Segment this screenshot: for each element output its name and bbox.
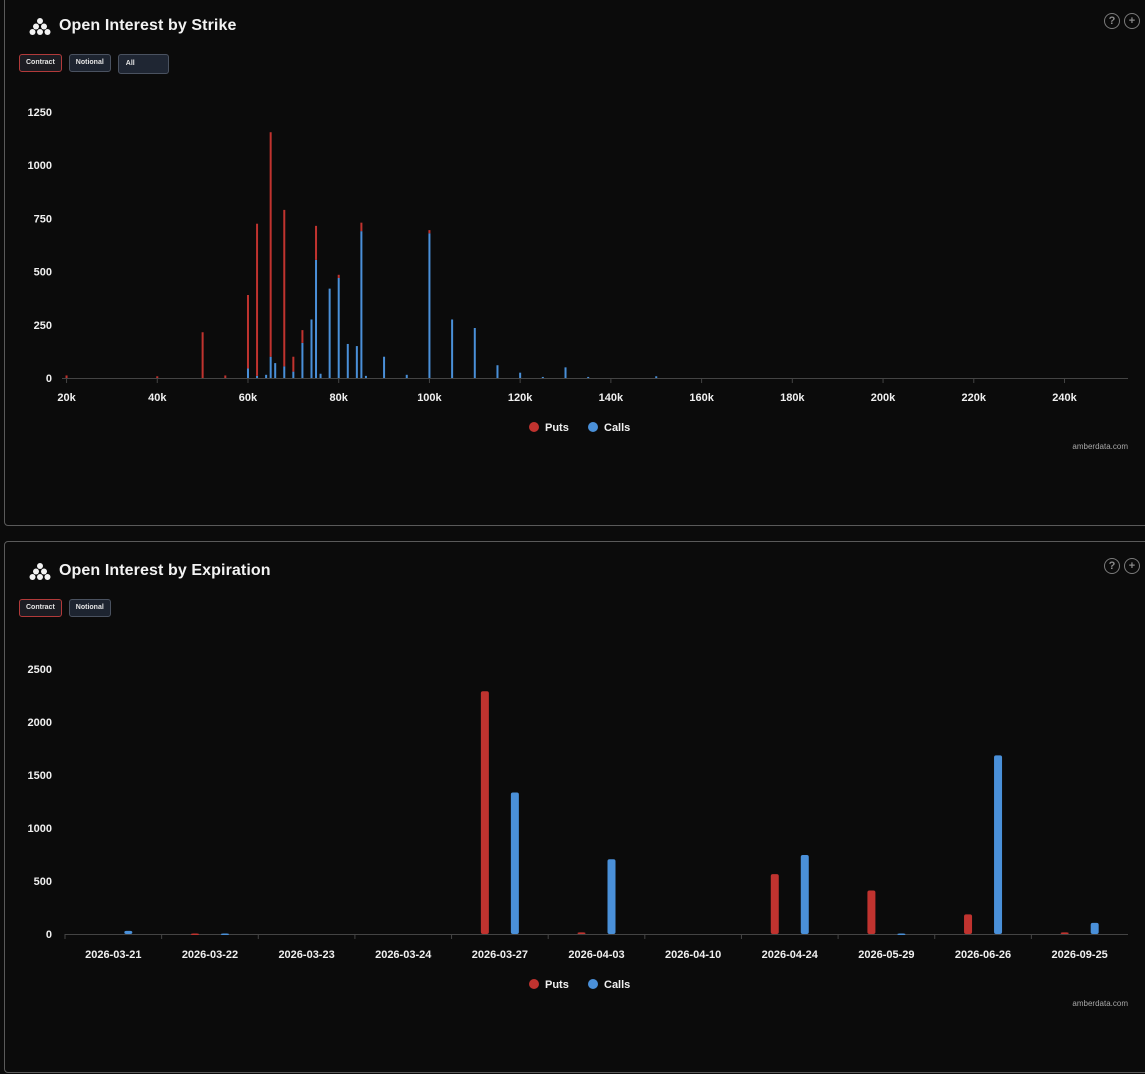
strike-panel-header: Open Interest by Strike [29, 15, 236, 37]
x-tick-label: 60k [239, 392, 258, 404]
calls-bar[interactable] [496, 365, 499, 378]
notional-toggle-button[interactable]: Notional [68, 54, 111, 72]
x-tick-label: 200k [871, 392, 896, 404]
calls-bar[interactable] [655, 376, 658, 378]
calls-bar[interactable] [292, 371, 295, 378]
contract-toggle-button[interactable]: Contract [19, 54, 62, 72]
calls-bar[interactable] [364, 375, 367, 378]
y-tick-label: 0 [46, 373, 52, 385]
page-title: Open Interest by Strike [59, 17, 237, 34]
calls-bar[interactable] [473, 327, 476, 378]
puts-bar[interactable] [315, 225, 318, 260]
help-icon[interactable]: ? [1104, 558, 1120, 574]
calls-bar[interactable] [428, 233, 431, 378]
calls-bar[interactable] [541, 376, 544, 378]
credit-text: amberdata.com [1072, 442, 1128, 451]
calls-bar[interactable] [274, 363, 277, 378]
puts-bar[interactable] [224, 375, 227, 378]
calls-bar[interactable] [301, 342, 304, 378]
x-tick-label: 140k [599, 392, 624, 404]
y-tick-label: 250 [34, 320, 52, 332]
strike-panel: Open Interest by Strike ? + Contract Not… [4, 0, 1145, 526]
x-tick-label: 160k [689, 392, 714, 404]
y-tick-label: 1000 [28, 160, 52, 172]
x-tick-label: 120k [508, 392, 533, 404]
expiration-panel: Open Interest by Expiration ? + Contract… [4, 541, 1145, 1073]
y-tick-label: 500 [34, 267, 52, 279]
expiration-panel-header: Open Interest by Expiration [29, 560, 271, 582]
calls-bar[interactable] [355, 346, 358, 378]
x-tick-label: 100k [417, 392, 442, 404]
y-tick-label: 1250 [28, 107, 52, 119]
legend-calls-marker[interactable] [588, 422, 598, 432]
x-tick-label: 80k [330, 392, 349, 404]
calls-bar[interactable] [346, 343, 349, 378]
calls-bar[interactable] [265, 374, 268, 378]
calls-bar[interactable] [451, 319, 454, 378]
calls-bar[interactable] [360, 231, 363, 378]
calls-bar[interactable] [405, 374, 408, 378]
x-tick-label: 240k [1052, 392, 1077, 404]
add-icon[interactable]: + [1124, 13, 1140, 29]
puts-bar[interactable] [269, 132, 272, 357]
calls-bar[interactable] [256, 375, 259, 378]
y-tick-label: 750 [34, 213, 52, 225]
calls-bar[interactable] [587, 376, 590, 378]
notional-toggle-button[interactable]: Notional [68, 599, 111, 617]
x-tick-label: 220k [962, 392, 987, 404]
puts-bar[interactable] [428, 230, 431, 234]
strike-header-icons: ? + [1104, 13, 1140, 29]
expiry-filter-select[interactable]: All [117, 54, 169, 74]
expiration-toggle-group: Contract Notional [19, 599, 111, 617]
calls-bar[interactable] [283, 366, 286, 378]
legend-puts-label[interactable]: Puts [545, 422, 569, 434]
calls-bar[interactable] [246, 368, 249, 378]
strike-toggle-group: Contract Notional All [19, 54, 169, 74]
puts-bar[interactable] [360, 222, 363, 232]
calls-bar[interactable] [519, 372, 522, 378]
panel-title: Open Interest by Expiration [59, 562, 271, 579]
add-icon[interactable]: + [1124, 558, 1140, 574]
puts-bar[interactable] [156, 376, 159, 378]
calls-bar[interactable] [269, 356, 272, 378]
calls-bar[interactable] [310, 319, 313, 378]
calls-bar[interactable] [383, 356, 386, 378]
x-tick-label: 180k [780, 392, 805, 404]
legend-puts-marker[interactable] [529, 422, 539, 432]
puts-bar[interactable] [292, 356, 295, 372]
credit-text: amberdata.com [1072, 999, 1128, 1008]
puts-bar[interactable] [337, 274, 340, 278]
amberdata-logo-icon [29, 18, 51, 35]
calls-bar[interactable] [319, 373, 322, 378]
calls-bar[interactable] [315, 259, 318, 378]
contract-toggle-button[interactable]: Contract [19, 599, 62, 617]
expiration-header-icons: ? + [1104, 558, 1140, 574]
puts-bar[interactable] [246, 295, 249, 369]
amberdata-logo-icon [29, 563, 51, 580]
puts-bar[interactable] [283, 209, 286, 367]
puts-bar[interactable] [65, 375, 68, 378]
puts-bar[interactable] [256, 223, 259, 376]
calls-bar[interactable] [337, 277, 340, 378]
puts-bar[interactable] [301, 330, 304, 343]
x-tick-label: 40k [148, 392, 167, 404]
help-icon[interactable]: ? [1104, 13, 1120, 29]
legend-calls-label[interactable]: Calls [604, 422, 630, 434]
x-tick-label: 20k [57, 392, 76, 404]
puts-bar[interactable] [201, 332, 204, 378]
calls-bar[interactable] [328, 288, 331, 378]
calls-bar[interactable] [564, 367, 567, 378]
